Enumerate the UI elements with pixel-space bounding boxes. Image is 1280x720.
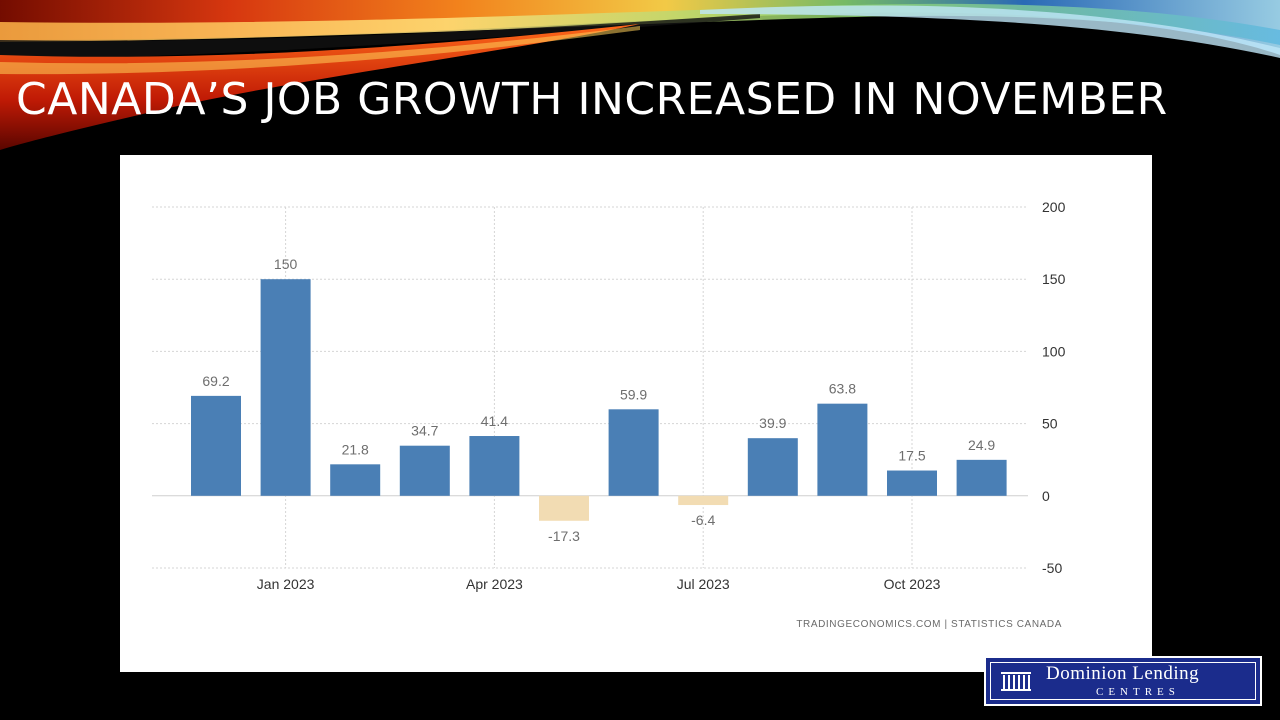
bar-value-label: 21.8 bbox=[342, 441, 369, 457]
bar bbox=[399, 445, 450, 496]
decorative-swoosh bbox=[0, 0, 1280, 150]
y-tick-label: 100 bbox=[1042, 343, 1066, 359]
bar bbox=[469, 436, 520, 496]
bar-value-label: 63.8 bbox=[829, 381, 856, 397]
x-tick-label: Oct 2023 bbox=[884, 576, 941, 592]
bars bbox=[191, 279, 1007, 521]
bar bbox=[956, 459, 1007, 496]
bar bbox=[539, 495, 589, 521]
bar-value-label: 150 bbox=[274, 256, 298, 272]
y-tick-label: 0 bbox=[1042, 488, 1050, 504]
bar-value-label: 59.9 bbox=[620, 386, 647, 402]
bar-value-label: 34.7 bbox=[411, 423, 438, 439]
chart-panel: 69.2 150 21.8 34.7 41.4 -17.3 59.9 -6.4 39.9 63.8… bbox=[120, 155, 1152, 672]
company-logo: Dominion Lending CENTRES bbox=[984, 656, 1262, 706]
bar bbox=[330, 464, 381, 496]
y-tick-label: -50 bbox=[1042, 560, 1062, 576]
bar bbox=[608, 409, 659, 496]
bar-value-label: 24.9 bbox=[968, 437, 995, 453]
bar bbox=[678, 495, 729, 506]
data-labels: 69.2 150 21.8 34.7 41.4 -17.3 59.9 -6.4 39.9 63.8… bbox=[202, 256, 995, 544]
bar-value-label: 39.9 bbox=[759, 415, 786, 431]
bar-value-label: 17.5 bbox=[898, 448, 925, 464]
slide-title: CANADA’S JOB GROWTH INCREASED IN NOVEMBE… bbox=[16, 74, 1168, 125]
y-tick-label: 50 bbox=[1042, 416, 1058, 432]
logo-frame bbox=[990, 662, 1256, 700]
x-tick-label: Jan 2023 bbox=[257, 576, 315, 592]
y-axis-ticks: 200 150 100 50 0 -50 bbox=[1042, 199, 1066, 576]
logo-name: Dominion Lending bbox=[1046, 663, 1200, 684]
x-axis-ticks: Jan 2023 Apr 2023 Jul 2023 Oct 2023 bbox=[257, 576, 941, 592]
y-tick-label: 200 bbox=[1042, 199, 1066, 215]
chart-source: TRADINGECONOMICS.COM | STATISTICS CANADA bbox=[796, 619, 1062, 630]
x-tick-label: Jul 2023 bbox=[677, 576, 730, 592]
bar-chart: 69.2 150 21.8 34.7 41.4 -17.3 59.9 -6.4 39.9 63.8… bbox=[152, 199, 1066, 592]
bar bbox=[747, 438, 798, 496]
bar bbox=[887, 470, 937, 496]
bar-value-label: 41.4 bbox=[481, 413, 508, 429]
x-tick-label: Apr 2023 bbox=[466, 576, 523, 592]
bar-value-label: -6.4 bbox=[691, 512, 715, 528]
bar bbox=[817, 403, 868, 496]
y-tick-label: 150 bbox=[1042, 271, 1066, 287]
bar-value-label: 69.2 bbox=[202, 373, 229, 389]
bar bbox=[191, 395, 241, 496]
bar-value-label: -17.3 bbox=[548, 528, 580, 544]
bar bbox=[260, 279, 311, 496]
building-columns-icon bbox=[1001, 672, 1031, 691]
logo-subtitle: CENTRES bbox=[1096, 686, 1180, 698]
